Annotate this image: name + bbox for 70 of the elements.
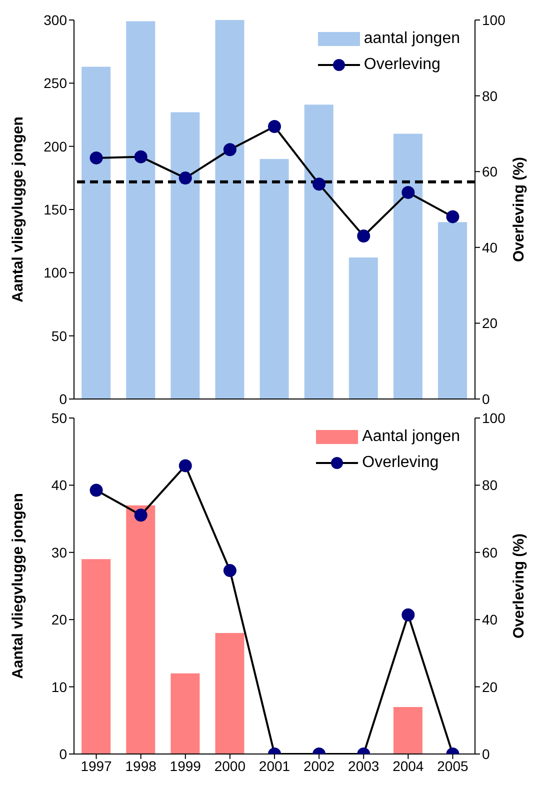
y-axis-title: Aantal vliegvlugge jongen xyxy=(9,116,26,302)
bar xyxy=(82,66,111,399)
x-tick-label: 2005 xyxy=(437,758,469,774)
bar xyxy=(170,112,200,399)
y2-axis-title: Overleving (%) xyxy=(510,156,528,262)
y-tick-label: 0 xyxy=(59,390,68,407)
y2-tick-label: 0 xyxy=(482,746,490,762)
bar xyxy=(348,258,378,399)
bar xyxy=(126,505,156,754)
bar xyxy=(260,158,289,399)
bar xyxy=(438,222,468,399)
legend-label: Aantal jongen xyxy=(362,427,460,447)
point xyxy=(223,143,236,156)
point xyxy=(402,608,415,622)
point xyxy=(178,459,192,472)
y2-axis-title: Overleving (%) xyxy=(510,533,528,639)
point xyxy=(90,484,103,497)
x-tick-label: 1997 xyxy=(80,758,112,774)
y-tick-label: 150 xyxy=(44,201,68,218)
point xyxy=(134,150,148,164)
point xyxy=(268,120,281,133)
y-tick-label: 30 xyxy=(51,544,68,560)
bar xyxy=(170,673,200,754)
y-tick-label: 0 xyxy=(59,746,68,762)
y2-tick-label: 40 xyxy=(482,239,498,256)
x-tick-label: 2003 xyxy=(348,758,380,774)
y-tick-label: 10 xyxy=(51,678,68,695)
legend-label: Overleving xyxy=(364,55,440,75)
x-tick-label: 1998 xyxy=(125,758,157,774)
x-tick-label: 1999 xyxy=(170,758,202,774)
x-tick-label: 2002 xyxy=(303,758,335,774)
y2-tick-label: 80 xyxy=(482,88,498,104)
bar xyxy=(82,559,111,754)
x-tick-label: 2004 xyxy=(392,758,424,774)
y-tick-label: 100 xyxy=(44,264,68,281)
bar xyxy=(304,104,334,399)
point xyxy=(178,172,192,185)
x-tick-label: 2000 xyxy=(214,758,246,774)
point xyxy=(312,178,326,191)
point xyxy=(223,564,236,578)
y2-tick-label: 20 xyxy=(482,678,498,695)
y2-tick-label: 60 xyxy=(482,164,498,180)
y-tick-label: 40 xyxy=(51,477,68,494)
y-tick-label: 200 xyxy=(44,138,68,154)
point xyxy=(357,230,370,243)
y-tick-label: 50 xyxy=(51,328,68,344)
point xyxy=(90,151,103,164)
y2-tick-label: 100 xyxy=(482,12,506,28)
bar xyxy=(215,633,244,754)
bar xyxy=(393,706,422,754)
point xyxy=(446,210,460,224)
y2-tick-label: 20 xyxy=(482,315,498,332)
bar xyxy=(393,134,422,399)
legend-label: Overleving xyxy=(362,453,439,473)
y-tick-label: 300 xyxy=(44,12,68,28)
legend-label: aantal jongen xyxy=(364,29,460,49)
point xyxy=(134,508,148,522)
y-tick-label: 50 xyxy=(51,410,68,426)
bar xyxy=(126,21,156,399)
y-tick-label: 250 xyxy=(44,75,68,92)
y-tick-label: 20 xyxy=(51,612,68,628)
y2-tick-label: 100 xyxy=(482,410,506,426)
point xyxy=(402,186,415,199)
y2-tick-label: 60 xyxy=(482,544,498,560)
y-axis-title: Aantal vliegvlugge jongen xyxy=(9,493,26,679)
y2-tick-label: 40 xyxy=(482,612,498,628)
y2-tick-label: 80 xyxy=(482,477,498,494)
y2-tick-label: 0 xyxy=(482,390,490,407)
bar xyxy=(215,20,244,399)
x-tick-label: 2001 xyxy=(258,758,290,774)
